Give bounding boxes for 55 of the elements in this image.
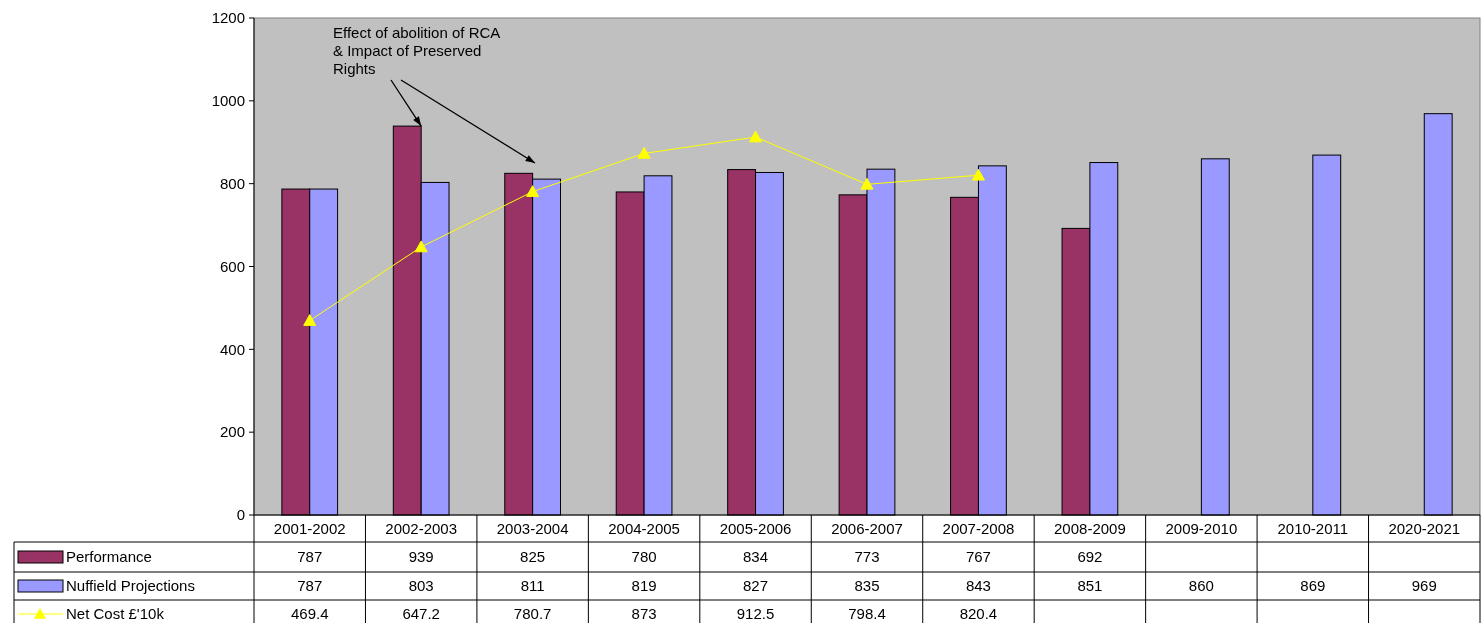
data-label: 969 bbox=[1411, 577, 1437, 595]
x-tick-label: 2004-2005 bbox=[608, 519, 680, 537]
data-label: 767 bbox=[965, 548, 991, 566]
data-label: 825 bbox=[520, 548, 546, 566]
data-label: 835 bbox=[854, 577, 880, 595]
y-tick-label: 0 bbox=[236, 506, 245, 524]
x-tick-label: 2003-2004 bbox=[496, 519, 569, 537]
data-label: 647.2 bbox=[402, 605, 440, 623]
data-label: 873 bbox=[631, 605, 657, 623]
data-label: 787 bbox=[297, 577, 323, 595]
data-label: 773 bbox=[854, 548, 880, 566]
data-label: 787 bbox=[297, 548, 323, 566]
y-tick-label: 400 bbox=[219, 340, 245, 358]
x-tick-label: 2008-2009 bbox=[1054, 519, 1126, 537]
data-label: 469.4 bbox=[290, 605, 329, 623]
x-tick-label: 2005-2006 bbox=[719, 519, 792, 537]
point bbox=[526, 185, 540, 197]
point bbox=[637, 146, 651, 159]
y-tick-label: 800 bbox=[219, 174, 245, 192]
x-tick-label: 2002-2003 bbox=[385, 519, 458, 537]
x-tick-label: 2020-2021 bbox=[1388, 519, 1461, 537]
point bbox=[303, 314, 317, 326]
y-tick-label: 200 bbox=[219, 423, 245, 441]
data-label: 780 bbox=[631, 548, 657, 566]
legend-label: Net Cost £'10k bbox=[66, 605, 165, 623]
data-label: 912.5 bbox=[736, 605, 775, 623]
x-tick-label: 2001-2002 bbox=[273, 519, 346, 537]
annotation: Effect of abolition of RCA & Impact of Preserved Rights bbox=[333, 24, 501, 77]
data-label: 843 bbox=[965, 577, 991, 595]
data-label: 798.4 bbox=[848, 605, 886, 623]
data-label: 939 bbox=[408, 548, 434, 566]
point bbox=[749, 130, 763, 143]
x-tick-label: 2006-2007 bbox=[831, 519, 903, 537]
y-tick-label: 600 bbox=[219, 257, 245, 275]
point bbox=[971, 168, 985, 181]
x-tick-label: 2009-2010 bbox=[1165, 519, 1238, 537]
data-label: 834 bbox=[743, 548, 769, 566]
data-label: 780.7 bbox=[513, 605, 552, 623]
data-label: 869 bbox=[1300, 577, 1326, 595]
data-label: 851 bbox=[1077, 577, 1103, 595]
x-tick-label: 2010-2011 bbox=[1277, 519, 1349, 537]
data-label: 803 bbox=[408, 577, 434, 595]
data-label: 692 bbox=[1077, 548, 1103, 566]
data-label: 819 bbox=[631, 577, 657, 595]
x-tick-label: 2007-2008 bbox=[942, 519, 1015, 537]
data-label: 811 bbox=[520, 577, 545, 595]
data-label: 860 bbox=[1188, 577, 1214, 595]
point bbox=[414, 240, 428, 253]
legend-label: Performance bbox=[66, 548, 152, 566]
y-tick-label: 1000 bbox=[211, 92, 245, 110]
point bbox=[860, 177, 874, 190]
data-label: 827 bbox=[743, 577, 769, 595]
legend-label: Nuffield Projections bbox=[66, 577, 195, 595]
y-tick-label: 1200 bbox=[211, 9, 245, 27]
data-label: 820.4 bbox=[959, 605, 998, 623]
